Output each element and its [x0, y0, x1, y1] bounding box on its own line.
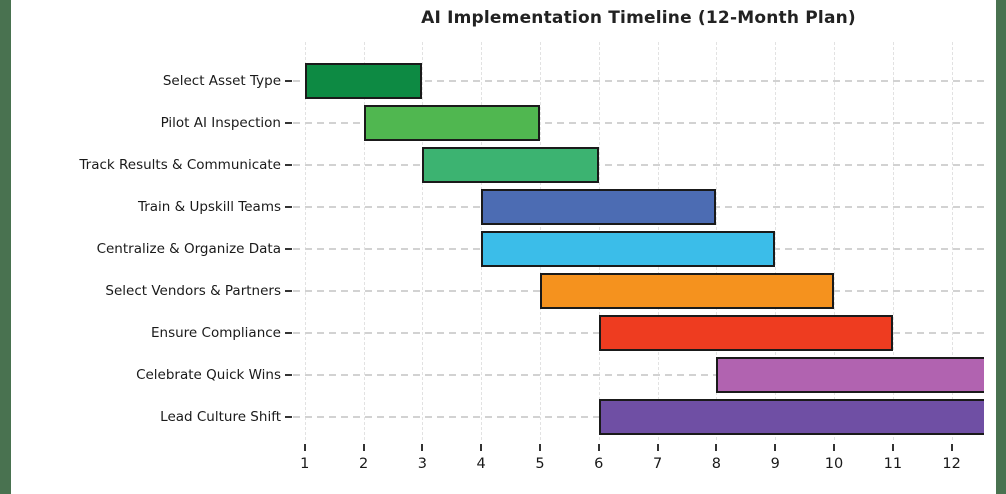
v-gridline [951, 42, 953, 440]
v-gridline [422, 42, 424, 440]
h-gridline [293, 80, 984, 82]
h-gridline [293, 122, 984, 124]
x-tick-label: 10 [824, 456, 844, 472]
y-tick-mark [285, 206, 292, 208]
x-tick-label: 6 [594, 456, 604, 472]
gantt-bar-centralize-organize-data [481, 231, 776, 267]
y-tick-mark [285, 416, 292, 418]
v-gridline [834, 42, 836, 440]
y-tick-mark [285, 164, 292, 166]
left-border-strip [0, 0, 11, 494]
gantt-bar-train-upskill-teams [481, 189, 717, 225]
x-tick-label: 5 [535, 456, 545, 472]
x-tick-label: 12 [942, 456, 961, 472]
task-label: Celebrate Quick Wins [136, 367, 281, 383]
y-tick-mark [285, 248, 292, 250]
v-gridline [775, 42, 777, 440]
x-tick-label: 11 [883, 456, 903, 472]
x-tick-label: 4 [476, 456, 486, 472]
gantt-bar-pilot-ai-inspection [363, 105, 540, 141]
x-tick-mark [774, 444, 777, 451]
x-tick-mark [891, 444, 894, 451]
y-tick-mark [285, 290, 292, 292]
gantt-bar-track-results-communicate [422, 147, 599, 183]
x-tick-mark [538, 444, 541, 451]
x-tick-label: 2 [358, 456, 369, 472]
x-tick-label: 3 [417, 456, 427, 472]
task-label: Track Results & Communicate [79, 157, 281, 173]
x-tick-mark [597, 444, 600, 451]
v-gridline [892, 42, 894, 440]
gantt-bar-select-asset-type [304, 63, 423, 99]
gantt-bar-lead-culture-shift [598, 399, 984, 435]
task-label: Train & Upskill Teams [137, 199, 281, 215]
y-tick-mark [285, 122, 292, 124]
task-label: Pilot AI Inspection [160, 115, 281, 131]
x-tick-mark [303, 444, 306, 451]
x-tick-mark [715, 444, 718, 451]
task-label: Select Asset Type [162, 73, 281, 89]
right-border-strip [996, 0, 1006, 494]
x-tick-mark [656, 444, 659, 451]
gantt-bar-ensure-compliance [598, 315, 893, 351]
y-tick-mark [285, 332, 292, 334]
chart-title: AI Implementation Timeline (12-Month Pla… [421, 8, 856, 28]
gantt-bar-celebrate-quick-wins [716, 357, 984, 393]
h-gridline [293, 164, 984, 166]
y-tick-mark [285, 374, 292, 376]
x-tick-label: 9 [770, 456, 780, 472]
x-tick-mark [421, 444, 424, 451]
x-tick-mark [480, 444, 483, 451]
y-tick-mark [285, 80, 292, 82]
x-tick-mark [950, 444, 953, 451]
x-tick-label: 7 [652, 456, 663, 472]
h-gridline [293, 374, 984, 376]
x-tick-label: 1 [300, 456, 310, 472]
task-label: Select Vendors & Partners [105, 283, 281, 299]
gantt-bar-select-vendors-partners [539, 273, 835, 309]
x-tick-label: 8 [711, 456, 722, 472]
task-label: Centralize & Organize Data [96, 241, 281, 257]
x-tick-mark [833, 444, 836, 451]
v-gridline [363, 42, 365, 440]
task-label: Ensure Compliance [151, 325, 281, 341]
task-label: Lead Culture Shift [160, 409, 281, 425]
x-tick-mark [362, 444, 365, 451]
v-gridline [304, 42, 306, 440]
